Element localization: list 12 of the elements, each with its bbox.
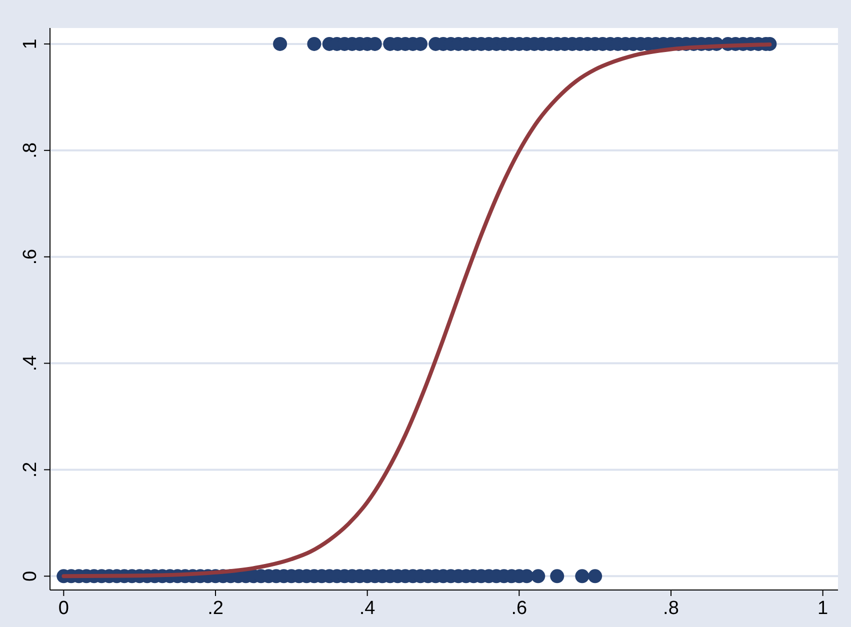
y-tick-label: 0: [20, 570, 41, 582]
x-tick-label: .8: [663, 598, 679, 619]
x-tick-label: .4: [359, 598, 376, 619]
y-tick-label: .6: [20, 248, 41, 265]
x-tick-label: .2: [208, 598, 224, 619]
y-tick-label: .4: [20, 354, 41, 372]
y-tick-label: .2: [20, 462, 41, 478]
x-tick-label: 0: [58, 598, 69, 619]
x-tick-label: .6: [511, 598, 528, 619]
y-tick-label: .8: [20, 142, 41, 158]
x-tick-label: 1: [818, 598, 828, 619]
y-tick-label: 1: [20, 38, 41, 50]
